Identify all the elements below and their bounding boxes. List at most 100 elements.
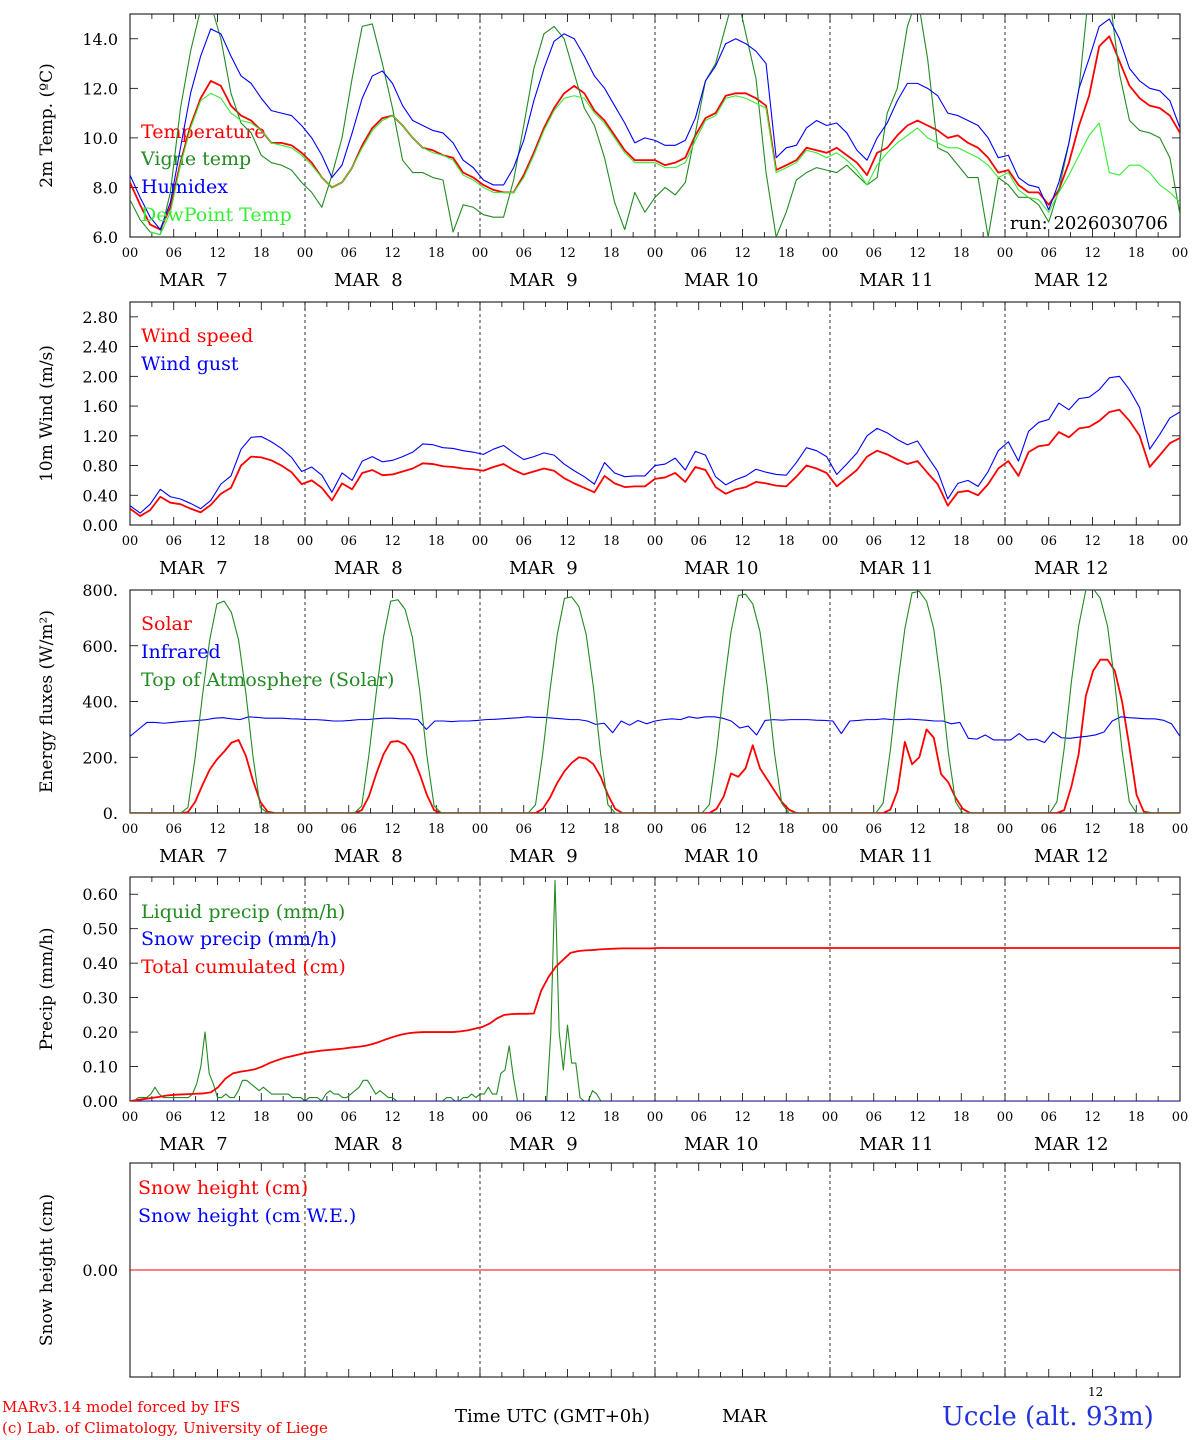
x-tick-label: 00 [647,1110,664,1125]
x-tick-label: 06 [515,534,532,549]
legend-entry: Liquid precip (mm/h) [141,901,345,923]
day-label-month: MAR [509,270,554,291]
x-tick-label: 06 [165,246,182,261]
series-line [130,18,1180,231]
x-tick-label: 18 [253,822,270,837]
x-tick-label: 06 [165,1110,182,1125]
x-tick-label: 18 [1128,1110,1145,1125]
day-label-month: MAR [1034,846,1079,867]
y-tick-label: 1.20 [82,427,118,446]
day-label-month: MAR [859,558,904,579]
series-line [130,14,1180,237]
x-tick-label: 12 [1084,822,1101,837]
day-label-month: MAR [159,846,204,867]
x-tick-label: 12 [384,1110,401,1125]
day-label-day: 12 [1086,558,1109,579]
x-tick-label: 06 [165,822,182,837]
y-tick-label: 0.40 [82,954,118,973]
x-tick-label: 12 [559,822,576,837]
x-tick-label: 06 [1040,1110,1057,1125]
x-tick-label: 00 [647,534,664,549]
y-tick-label: 600. [82,637,118,656]
x-tick-label: 00 [472,1110,489,1125]
day-label-day: 7 [216,558,227,579]
x-tick-label: 06 [690,1110,707,1125]
day-label-month: MAR [684,1134,729,1155]
day-label-month: MAR [334,1134,379,1155]
x-tick-label: 18 [603,534,620,549]
x-tick-label: 00 [647,246,664,261]
x-tick-label: 12 [209,246,226,261]
x-tick-label: 00 [297,246,314,261]
x-tick-label: 18 [1128,246,1145,261]
day-label-month: MAR [859,1134,904,1155]
x-tick-label: 00 [1172,1110,1189,1125]
x-tick-label: 18 [778,534,795,549]
y-tick-label: 0.00 [82,1092,118,1111]
day-label-month: MAR [684,846,729,867]
y-tick-label: 6.0 [93,228,118,247]
x-tick-label: 18 [428,1110,445,1125]
x-tick-label: 12 [1084,534,1101,549]
day-label: 12 [1088,1385,1104,1399]
day-label-day: 8 [391,846,402,867]
x-tick-label: 00 [1172,246,1189,261]
x-tick-label: 12 [909,1110,926,1125]
day-label-day: 7 [216,270,227,291]
day-label-day: 11 [911,1134,934,1155]
x-tick-label: 12 [909,534,926,549]
x-tick-label: 18 [603,1110,620,1125]
x-tick-label: 00 [122,534,139,549]
model-credit: MARv3.14 model forced by IFS [2,1398,241,1416]
x-tick-label: 00 [997,246,1014,261]
day-label-month: MAR [509,846,554,867]
day-label-day: 9 [566,846,577,867]
y-axis-title: Precip (mm/h) [37,927,57,1050]
legend-entry: Total cumulated (cm) [141,956,346,978]
x-tick-label: 00 [472,534,489,549]
y-tick-label: 200. [82,748,118,767]
legend-entry: Wind speed [141,325,253,347]
series-line [130,716,1180,744]
x-tick-label: 18 [253,246,270,261]
x-tick-label: 12 [559,246,576,261]
series-line [130,947,1180,1101]
x-tick-label: 18 [428,246,445,261]
y-tick-label: 400. [82,693,118,712]
x-tick-label: 12 [384,822,401,837]
x-tick-label: 06 [1040,822,1057,837]
day-label-month: MAR [159,558,204,579]
x-tick-label: 12 [909,822,926,837]
day-label-day: 11 [911,270,934,291]
x-tick-label: 18 [428,534,445,549]
x-tick-label: 06 [340,1110,357,1125]
day-label-day: 12 [1086,270,1109,291]
x-tick-label: 00 [122,822,139,837]
y-tick-label: 8.0 [93,178,118,197]
x-tick-label: 18 [953,246,970,261]
day-label-day: 12 [1086,1134,1109,1155]
y-tick-label: 0.60 [82,885,118,904]
y-axis-title: Snow height (cm) [37,1194,57,1346]
y-tick-label: 0.80 [82,457,118,476]
day-label-month: MAR [1034,558,1079,579]
x-tick-label: 06 [690,246,707,261]
x-tick-label: 18 [778,246,795,261]
series-line [130,375,1180,514]
day-label-day: 7 [216,846,227,867]
x-tick-label: 06 [865,246,882,261]
x-tick-label: 06 [865,822,882,837]
x-tick-label: 12 [209,534,226,549]
legend-entry: Snow height (cm W.E.) [138,1205,356,1227]
x-axis-title: Time UTC (GMT+0h) [455,1406,650,1427]
x-tick-label: 00 [822,822,839,837]
day-label-day: 9 [566,270,577,291]
day-label-day: 9 [566,558,577,579]
x-tick-label: 18 [953,1110,970,1125]
run-annotation: run: 2026030706 [1010,213,1168,234]
day-label-day: 10 [736,1134,759,1155]
day-label-day: 12 [1086,846,1109,867]
day-label-day: 10 [736,846,759,867]
y-tick-label: 14.0 [82,30,118,49]
series-line [130,408,1180,517]
